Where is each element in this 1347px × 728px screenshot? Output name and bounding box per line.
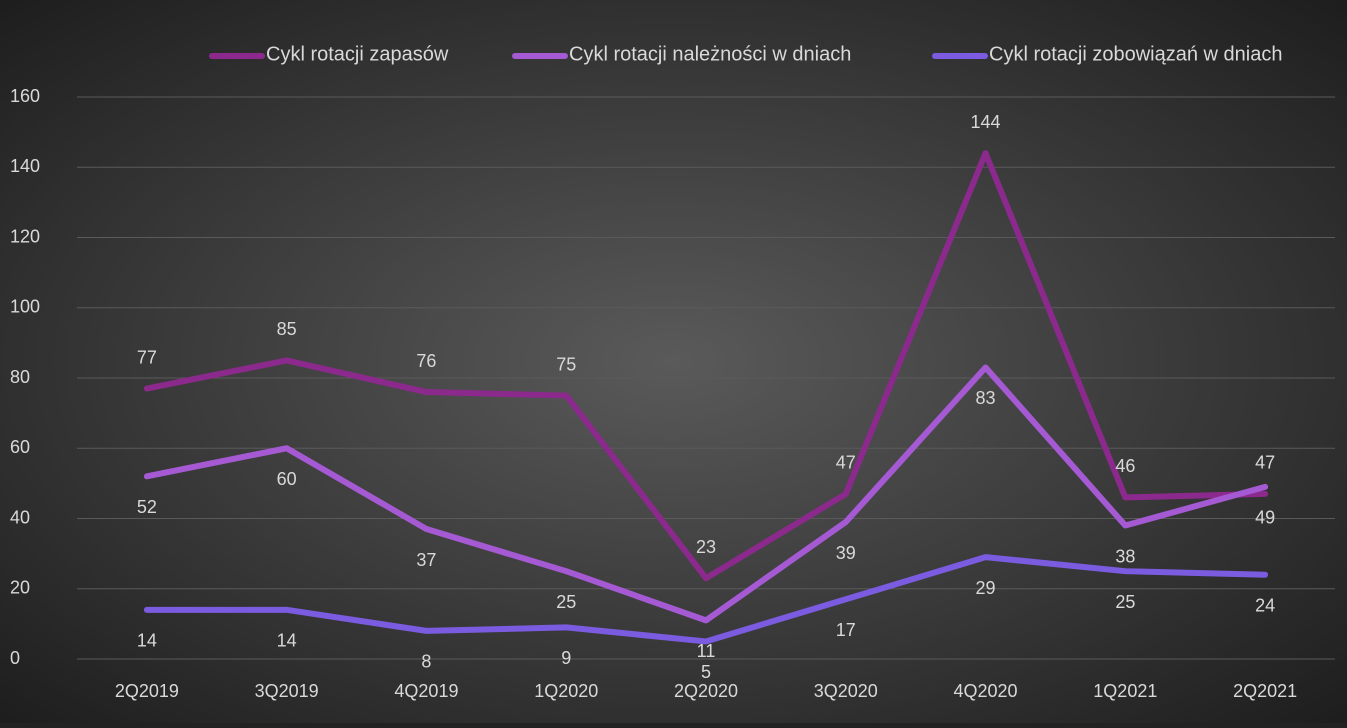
- data-label: 85: [277, 319, 297, 339]
- data-label: 25: [556, 592, 576, 612]
- data-label: 14: [137, 631, 157, 651]
- y-tick-label: 100: [10, 297, 40, 317]
- data-label: 38: [1115, 546, 1135, 566]
- data-label: 46: [1115, 456, 1135, 476]
- data-label: 52: [137, 497, 157, 517]
- y-tick-label: 80: [10, 367, 30, 387]
- data-label: 17: [836, 620, 856, 640]
- data-label: 144: [971, 112, 1001, 132]
- data-label: 8: [421, 652, 431, 672]
- series-line: [143, 554, 1269, 645]
- data-label: 76: [416, 351, 436, 371]
- data-label: 47: [836, 453, 856, 473]
- x-tick-label: 4Q2020: [954, 681, 1018, 701]
- data-label: 25: [1115, 592, 1135, 612]
- data-label: 49: [1255, 508, 1275, 528]
- y-tick-label: 0: [10, 648, 20, 668]
- data-label: 60: [277, 469, 297, 489]
- data-label: 83: [976, 388, 996, 408]
- data-label: 24: [1255, 595, 1275, 615]
- x-tick-label: 1Q2020: [534, 681, 598, 701]
- data-label: 77: [137, 347, 157, 367]
- data-label: 14: [277, 631, 297, 651]
- data-label: 47: [1255, 453, 1275, 473]
- series-line: [143, 364, 1269, 624]
- data-label: 39: [836, 543, 856, 563]
- series-line: [143, 150, 1269, 582]
- x-tick-label: 3Q2020: [814, 681, 878, 701]
- data-label: 23: [696, 537, 716, 557]
- data-label: 9: [561, 648, 571, 668]
- data-label: 11: [697, 641, 716, 661]
- x-tick-label: 2Q2019: [115, 681, 179, 701]
- legend-label: Cykl rotacji zapasów: [266, 43, 449, 65]
- x-tick-label: 4Q2019: [394, 681, 458, 701]
- legend-label: Cykl rotacji należności w dniach: [569, 43, 851, 65]
- x-tick-label: 2Q2020: [674, 681, 738, 701]
- data-label: 29: [976, 578, 996, 598]
- y-tick-label: 60: [10, 437, 30, 457]
- x-tick-label: 1Q2021: [1093, 681, 1157, 701]
- y-tick-label: 120: [10, 226, 40, 246]
- x-tick-label: 3Q2019: [255, 681, 319, 701]
- data-label: 37: [416, 550, 436, 570]
- y-tick-label: 160: [10, 86, 40, 106]
- y-tick-label: 20: [10, 578, 30, 598]
- data-label: 5: [701, 662, 711, 682]
- y-tick-label: 40: [10, 507, 30, 527]
- data-label: 75: [556, 354, 576, 374]
- legend-label: Cykl rotacji zobowiązań w dniach: [989, 43, 1282, 65]
- y-tick-label: 140: [10, 156, 40, 176]
- x-tick-label: 2Q2021: [1233, 681, 1297, 701]
